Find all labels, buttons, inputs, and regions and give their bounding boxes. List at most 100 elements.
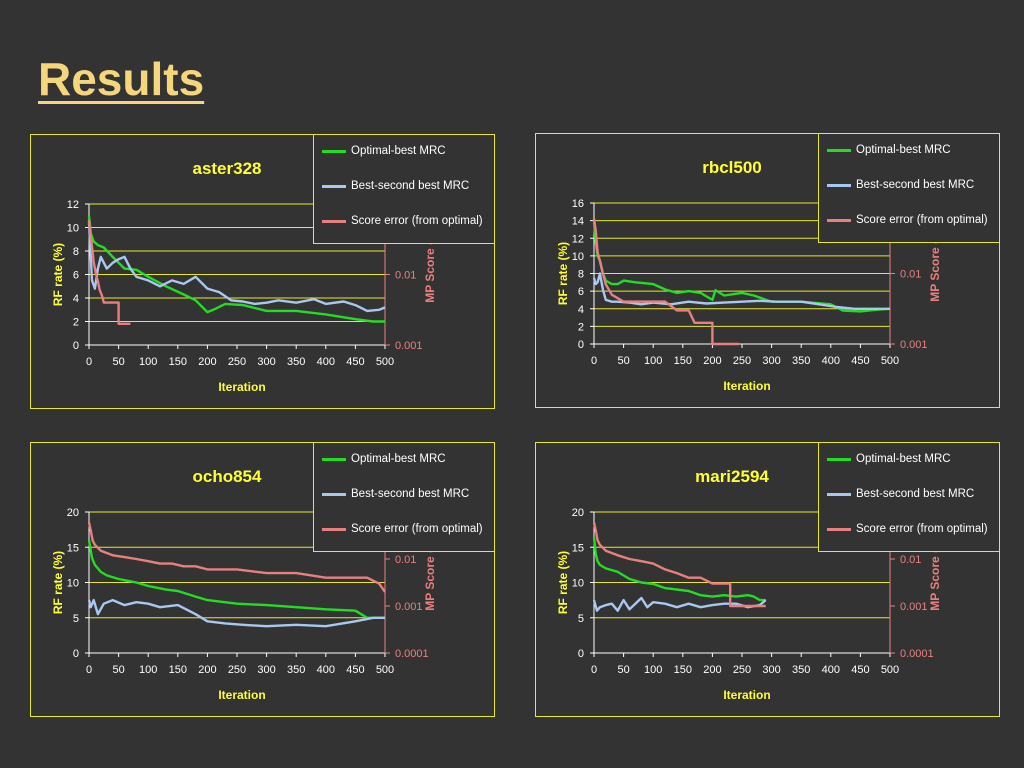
legend-label: Best-second best MRC <box>856 179 975 191</box>
legend-swatch <box>322 184 346 188</box>
y-tick-label: 6 <box>73 270 79 282</box>
chart-title: ocho854 <box>192 467 262 486</box>
y-tick-label: 2 <box>578 321 584 333</box>
chart-title: aster328 <box>192 159 262 178</box>
x-tick-label: 400 <box>822 664 840 676</box>
x-tick-label: 350 <box>792 355 810 367</box>
legend-swatch <box>322 527 346 531</box>
chart-svg: 0 50 100 150 200 250 300 350 400 450 500 0 5 10 15 20 0.… <box>556 507 942 702</box>
x-tick-label: 300 <box>762 355 780 367</box>
chart-title: mari2594 <box>695 467 769 486</box>
y-tick-label: 10 <box>67 578 79 590</box>
x-tick-label: 450 <box>851 355 869 367</box>
y-tick-label: 10 <box>572 251 584 263</box>
y-tick-label: 8 <box>578 269 584 281</box>
legend-label: Best-second best MRC <box>351 488 470 500</box>
legend-label: Optimal-best MRC <box>351 145 446 157</box>
y-axis-label: RF rate (%) <box>556 551 570 614</box>
score-error-line <box>592 522 766 608</box>
legend-swatch <box>827 457 851 461</box>
legend-label: Score error (from optimal) <box>351 215 483 227</box>
y-tick-label: 8 <box>73 246 79 258</box>
y2-tick-label: 0.01 <box>900 554 921 566</box>
x-axis-label: Iteration <box>218 688 265 702</box>
y-tick-label: 10 <box>572 578 584 590</box>
y-tick-label: 10 <box>67 223 79 235</box>
chart-legend: Optimal-best MRC Best-second best MRC Scor… <box>818 442 1000 552</box>
legend-label: Best-second best MRC <box>351 180 470 192</box>
x-tick-label: 0 <box>86 664 92 676</box>
y-tick-label: 12 <box>67 199 79 211</box>
x-tick-label: 200 <box>703 355 721 367</box>
chart-panel-ocho854: 0 50 100 150 200 250 300 350 400 450 500 0 5 10 15 20 0.… <box>30 442 495 717</box>
y2-tick-label: 0.001 <box>395 340 423 352</box>
chart-legend: Optimal-best MRC Best-second best MRC Scor… <box>313 442 495 552</box>
x-tick-label: 250 <box>733 664 751 676</box>
legend-label: Score error (from optimal) <box>351 523 483 535</box>
score-error-line <box>87 522 386 593</box>
x-tick-label: 500 <box>881 664 899 676</box>
optimal-line <box>87 215 385 323</box>
optimal-line <box>87 539 385 620</box>
legend-label: Optimal-best MRC <box>856 453 951 465</box>
y2-tick-label: 0.01 <box>395 554 416 566</box>
y-axis-label: RF rate (%) <box>51 551 65 614</box>
x-tick-label: 250 <box>733 355 751 367</box>
y2-tick-label: 0.01 <box>395 270 416 282</box>
second-best-line <box>87 598 385 628</box>
legend-item: Best-second best MRC <box>322 488 469 500</box>
y-tick-label: 12 <box>572 233 584 245</box>
legend-swatch <box>322 219 346 223</box>
legend-label: Optimal-best MRC <box>856 144 951 156</box>
legend-label: Best-second best MRC <box>856 488 975 500</box>
y2-tick-label: 0.001 <box>900 601 928 613</box>
x-tick-label: 500 <box>376 664 394 676</box>
y2-axis-label: MP Score (%) <box>423 534 437 610</box>
y2-axis-label: MP Score (%) <box>928 225 942 301</box>
y-tick-label: 20 <box>572 507 584 519</box>
y-tick-label: 0 <box>73 648 79 660</box>
y2-tick-label: 0.001 <box>395 601 423 613</box>
y-axis-label: RF rate (%) <box>51 243 65 306</box>
legend-item: Best-second best MRC <box>827 179 974 191</box>
chart-title: rbcl500 <box>702 158 762 177</box>
x-tick-label: 300 <box>257 664 275 676</box>
x-tick-label: 100 <box>644 664 662 676</box>
x-tick-label: 450 <box>851 664 869 676</box>
y-tick-label: 5 <box>73 613 79 625</box>
x-tick-label: 350 <box>792 664 810 676</box>
legend-swatch <box>322 492 346 496</box>
y-tick-label: 4 <box>578 304 584 316</box>
score-error-line <box>592 218 739 346</box>
x-tick-label: 350 <box>287 664 305 676</box>
optimal-line <box>592 536 766 602</box>
x-tick-label: 300 <box>762 664 780 676</box>
second-best-line <box>87 221 386 313</box>
x-tick-label: 150 <box>674 664 692 676</box>
y-tick-label: 0 <box>578 648 584 660</box>
chart-svg: 0 50 100 150 200 250 300 350 400 450 500 0 2 4 6 8 10 12 0… <box>51 199 437 394</box>
x-tick-label: 500 <box>376 356 394 368</box>
x-tick-label: 400 <box>822 355 840 367</box>
x-tick-label: 150 <box>674 355 692 367</box>
y-tick-label: 6 <box>578 286 584 298</box>
x-tick-label: 200 <box>198 356 216 368</box>
y-tick-label: 15 <box>67 542 79 554</box>
chart-panel-rbcl500: 0 50 100 150 200 250 300 350 400 450 500 0 2 4 6 8 10 12 1… <box>535 133 1000 408</box>
second-best-line <box>592 272 890 311</box>
x-axis-label: Iteration <box>723 379 770 393</box>
x-tick-label: 200 <box>703 664 721 676</box>
y2-tick-label: 0.01 <box>900 269 921 281</box>
legend-item: Best-second best MRC <box>827 488 974 500</box>
legend-item: Score error (from optimal) <box>827 214 988 226</box>
legend-item: Optimal-best MRC <box>827 144 951 156</box>
legend-item: Optimal-best MRC <box>827 453 951 465</box>
legend-label: Optimal-best MRC <box>351 453 446 465</box>
legend-swatch <box>322 457 346 461</box>
y-tick-label: 2 <box>73 317 79 329</box>
score-error-line <box>87 219 131 326</box>
y2-tick-label: 0.0001 <box>395 648 429 660</box>
x-tick-label: 100 <box>139 356 157 368</box>
x-tick-label: 0 <box>591 664 597 676</box>
legend-label: Score error (from optimal) <box>856 523 988 535</box>
